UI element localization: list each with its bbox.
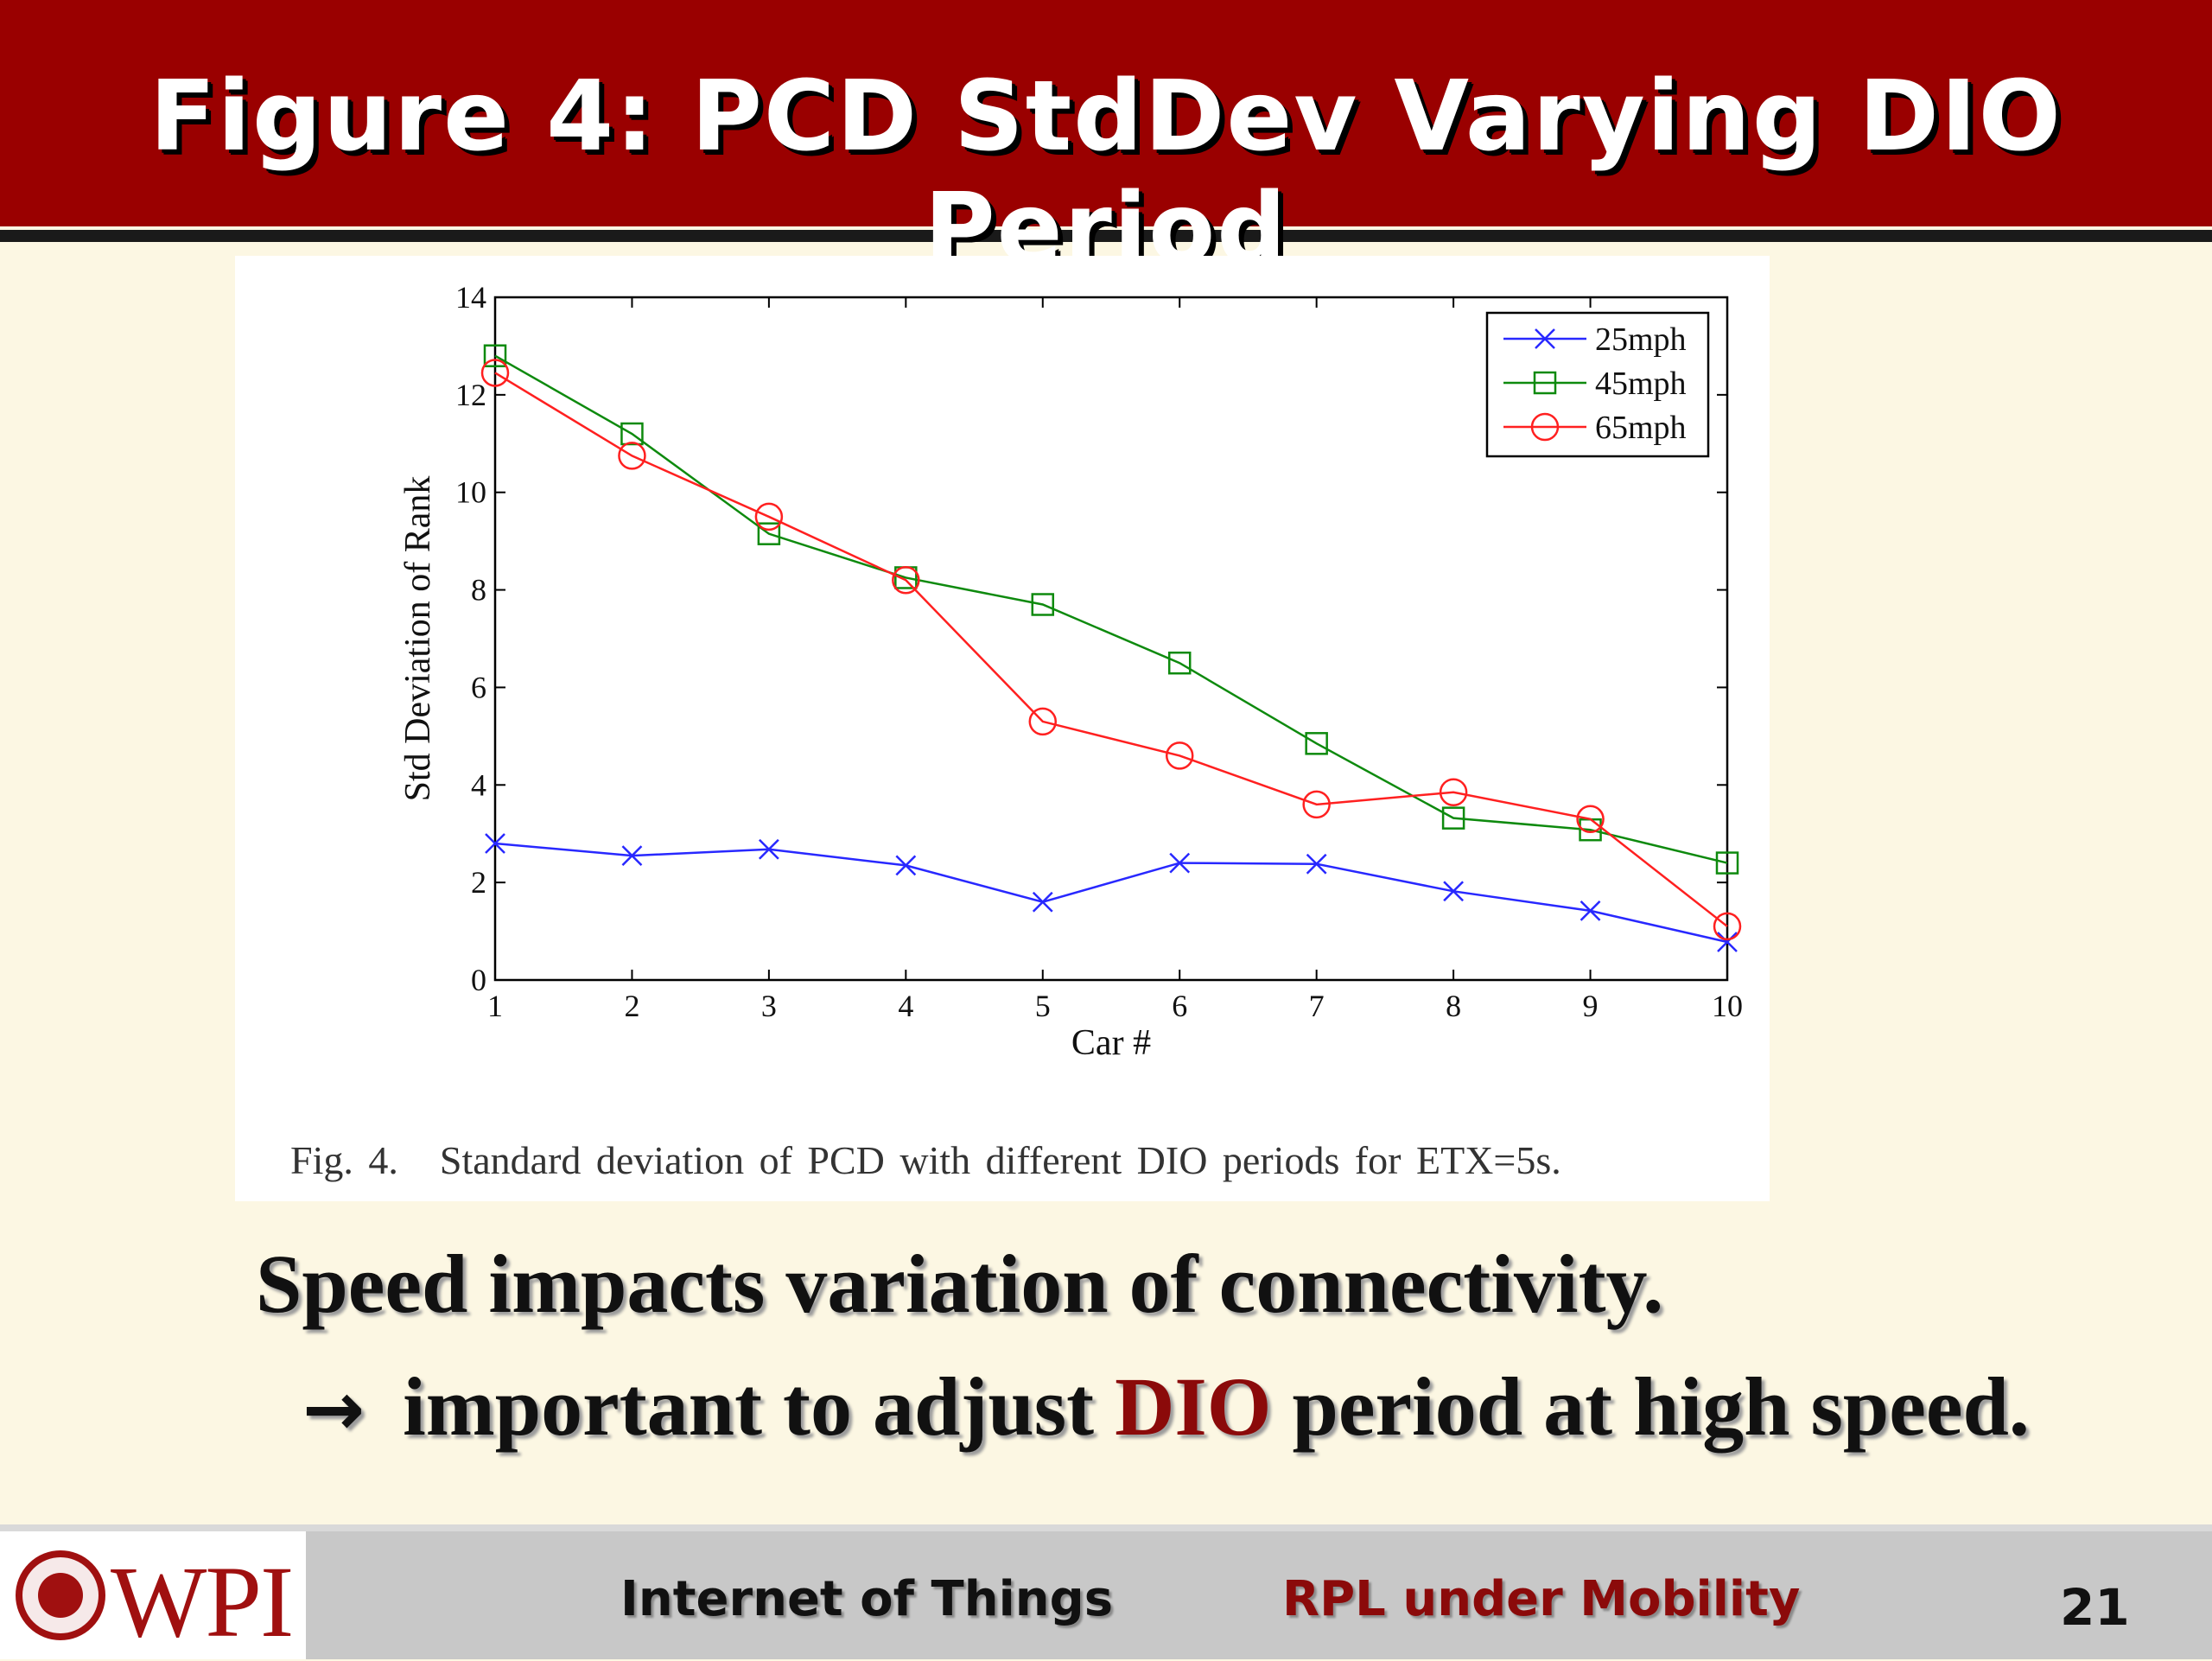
data-point-65mph: [480, 359, 510, 387]
seal-icon: [16, 1550, 105, 1640]
data-point-45mph: [1031, 593, 1055, 616]
footer-topic: RPL under Mobility: [1282, 1571, 1801, 1627]
caption-text: Standard deviation of PCD with different…: [439, 1138, 1561, 1182]
data-point-25mph: [895, 855, 917, 876]
y-tick-label: 4: [471, 767, 486, 802]
x-tick-label: 2: [624, 989, 639, 1023]
data-point-65mph: [1302, 790, 1331, 819]
data-point-45mph: [620, 422, 644, 446]
footer-course: Internet of Things: [620, 1571, 1114, 1627]
x-tick-label: 9: [1583, 989, 1599, 1023]
legend-label: 45mph: [1595, 366, 1687, 402]
footer-divider: [0, 1524, 2212, 1531]
legend-entry-65mph: 65mph: [1503, 410, 1687, 446]
legend-marker: [1530, 412, 1560, 442]
footer-bar: [0, 1531, 2212, 1659]
data-point-65mph: [892, 566, 920, 595]
series-25mph: [485, 833, 1738, 952]
x-tick-label: 10: [1712, 989, 1743, 1023]
y-tick-label: 6: [471, 670, 486, 704]
page-number: 21: [2060, 1578, 2130, 1637]
series-line-65mph: [494, 372, 1728, 927]
x-tick-label: 1: [487, 989, 503, 1023]
data-point-45mph: [1715, 851, 1739, 875]
sub-statement-accent: DIO: [1115, 1360, 1272, 1453]
logo: WPI: [0, 1531, 306, 1659]
sub-statement-post: period at high speed.: [1292, 1360, 2030, 1453]
data-point-25mph: [1032, 891, 1053, 913]
legend-entry-45mph: 45mph: [1503, 366, 1687, 402]
data-point-65mph: [1439, 778, 1468, 806]
y-tick-label: 12: [455, 378, 486, 412]
y-tick-label: 10: [455, 475, 486, 510]
data-point-45mph: [1305, 732, 1328, 755]
data-point-65mph: [1165, 741, 1194, 770]
figure-caption: Fig. 4. Standard deviation of PCD with di…: [290, 1137, 1561, 1183]
x-tick-label: 3: [761, 989, 777, 1023]
data-point-25mph: [485, 833, 505, 854]
logo-text: WPI: [111, 1545, 294, 1658]
figure-panel: 1 2 3 4 5 6 7 8 9 10 0 2 4 6 8 10 12 14 Car # Std Deviati…: [235, 256, 1770, 1201]
legend: 25mph 45mph 65mph: [1485, 311, 1710, 458]
title-bar: [0, 0, 2212, 226]
data-point-45mph: [483, 344, 507, 367]
data-point-25mph: [1306, 853, 1327, 875]
data-point-65mph: [754, 502, 784, 531]
main-statement: Speed impacts variation of connectivity.: [256, 1238, 1664, 1330]
data-point-65mph: [1576, 805, 1605, 834]
data-point-65mph: [1713, 912, 1742, 941]
legend-box: [1485, 311, 1710, 458]
y-tick-label: 0: [471, 963, 486, 997]
data-point-45mph: [1441, 806, 1465, 830]
x-tick-label: 6: [1172, 989, 1187, 1023]
legend-entry-25mph: 25mph: [1503, 321, 1687, 358]
data-point-25mph: [1443, 881, 1464, 902]
title-divider: [0, 230, 2212, 242]
data-point-45mph: [757, 522, 781, 545]
data-point-25mph: [1169, 852, 1191, 874]
data-point-25mph: [621, 845, 643, 866]
legend-label: 25mph: [1595, 321, 1687, 358]
caption-figure-number: Fig. 4.: [290, 1138, 398, 1182]
x-tick-label: 4: [898, 989, 913, 1023]
y-axis-label: Std Deviation of Rank: [398, 476, 438, 802]
data-point-45mph: [1167, 651, 1192, 675]
x-tick-label: 7: [1309, 989, 1325, 1023]
series-line-25mph: [494, 842, 1728, 944]
legend-marker: [1533, 371, 1557, 395]
y-tick-label: 2: [471, 865, 486, 900]
series-45mph: [483, 344, 1739, 875]
sub-statement-pre: important to adjust: [403, 1360, 1095, 1453]
x-axis-label: Car #: [1071, 1023, 1151, 1063]
y-tick-label: 14: [455, 280, 486, 315]
data-point-25mph: [759, 838, 779, 860]
legend-marker: [1535, 328, 1555, 349]
slide-title: Figure 4: PCD StdDev Varying DIO Period: [149, 60, 2063, 285]
legend-label: 65mph: [1595, 410, 1687, 446]
x-tick-label: 5: [1035, 989, 1051, 1023]
data-point-25mph: [1717, 932, 1738, 952]
sub-statement: → important to adjust DIO period at high …: [302, 1359, 2030, 1454]
data-point-65mph: [1028, 707, 1058, 736]
series-65mph: [480, 359, 1742, 941]
y-tick-label: 8: [471, 573, 486, 608]
x-tick-label: 8: [1446, 989, 1461, 1023]
data-point-25mph: [1580, 900, 1601, 921]
series-line-45mph: [494, 354, 1728, 864]
data-point-65mph: [618, 442, 646, 470]
arrow-icon: →: [302, 1366, 365, 1453]
